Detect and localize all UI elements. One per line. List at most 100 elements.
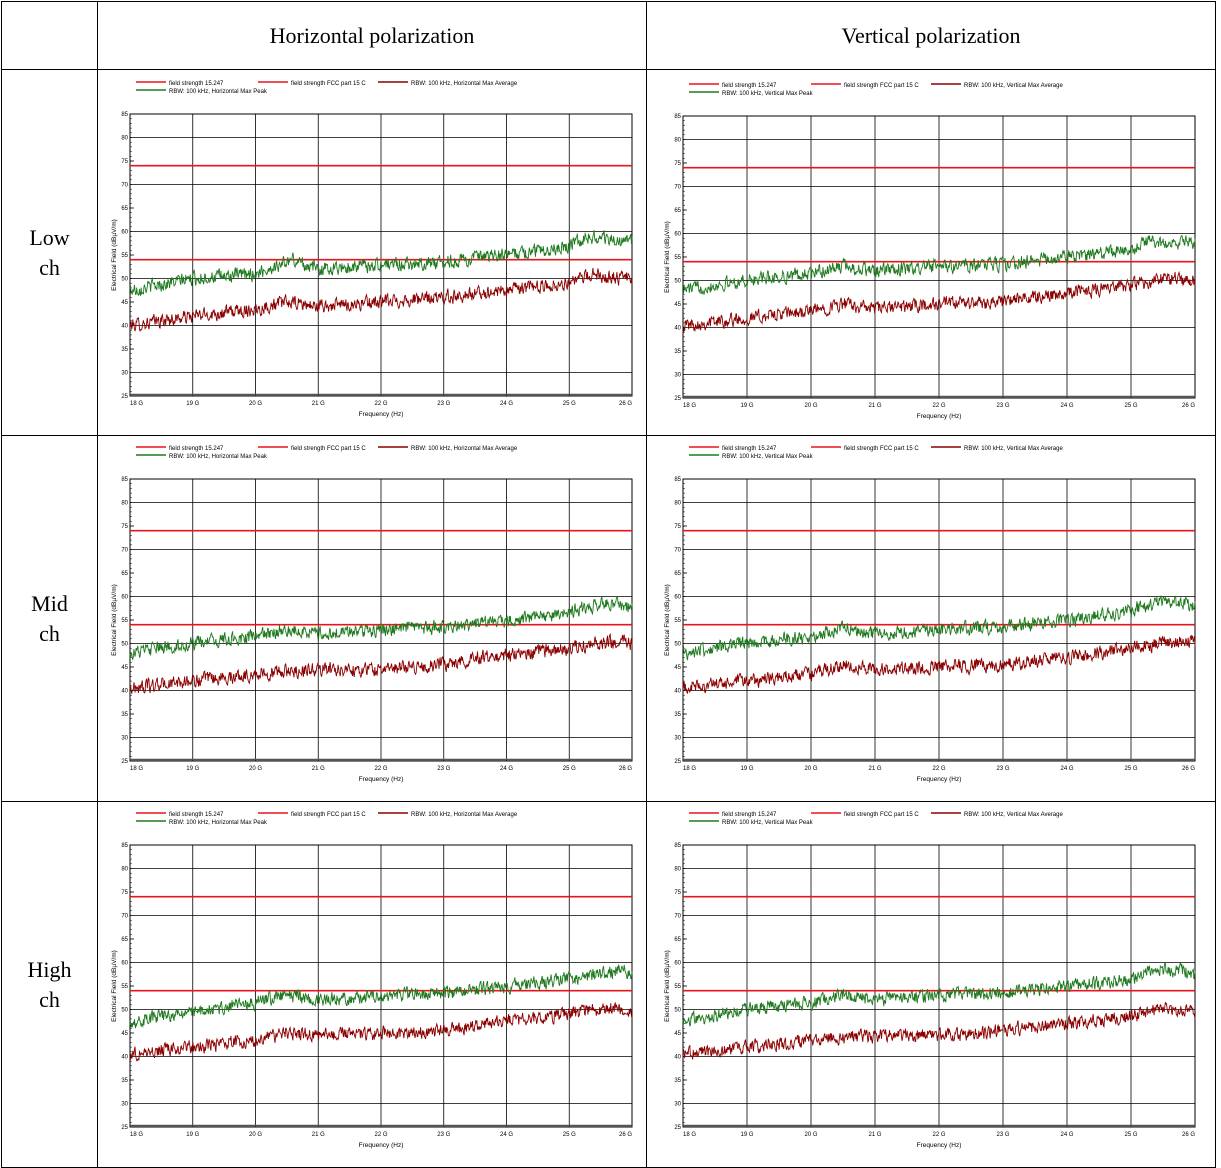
legend-label: field strength FCC part 15 C [844, 446, 919, 452]
legend-label: field strength 15.247 [169, 446, 224, 452]
y-tick-label: 70 [674, 185, 681, 191]
header-vertical: Vertical polarization [646, 1, 1216, 70]
y-tick-label: 50 [674, 279, 681, 285]
y-tick-label: 85 [674, 477, 681, 483]
y-tick-label: 35 [674, 1078, 681, 1084]
x-axis: 18 G 19 G 20 G 21 G 22 G 23 G 24 G 25 G 26 G [130, 845, 632, 1138]
legend: field strength 15.247 field strength FCC … [689, 83, 1063, 97]
legend: field strength 15.247 field strength FCC … [136, 81, 518, 95]
x-tick-label: 24 G [1060, 1132, 1073, 1138]
row-label-mid-line2: ch [39, 620, 60, 646]
legend-label: field strength FCC part 15 C [291, 812, 366, 818]
x-tick-label: 23 G [437, 766, 450, 772]
y-tick-label: 45 [121, 665, 128, 671]
row-label-mid: Mid ch [1, 435, 98, 802]
y-tick-label: 30 [121, 371, 128, 377]
y-tick-label: 60 [674, 232, 681, 238]
y-axis-title: Electrical Field (dBµV/m) [111, 950, 118, 1022]
x-tick-label: 25 G [563, 401, 576, 407]
y-tick-label: 75 [121, 524, 128, 530]
y-tick-label: 40 [674, 689, 681, 695]
legend-label: RBW: 100 kHz, Horizontal Max Average [411, 81, 518, 87]
x-tick-label: 20 G [804, 1132, 817, 1138]
x-tick-label: 18 G [683, 403, 696, 409]
x-axis-title: Frequency (Hz) [917, 1142, 962, 1149]
y-tick-label: 80 [121, 867, 128, 873]
y-tick-label: 35 [121, 347, 128, 353]
x-tick-label: 23 G [996, 766, 1009, 772]
chart-low-vertical: field strength 15.247 field strength FCC … [664, 83, 1196, 420]
y-tick-label: 65 [674, 571, 681, 577]
x-tick-label: 22 G [932, 403, 945, 409]
x-tick-label: 24 G [500, 766, 513, 772]
series-max-peak [682, 235, 1196, 296]
x-tick-label: 19 G [740, 766, 753, 772]
row-high: High ch field strength 15.247 field stren… [1, 801, 1216, 1168]
x-tick-label: 25 G [1124, 403, 1137, 409]
y-tick-label: 45 [674, 302, 681, 308]
x-tick-label: 25 G [563, 766, 576, 772]
y-tick-label: 30 [674, 373, 681, 379]
x-tick-label: 22 G [374, 401, 387, 407]
y-tick-label: 25 [121, 394, 128, 400]
y-tick-label: 65 [674, 208, 681, 214]
row-mid: Mid ch field strength 15.247 field streng… [1, 435, 1216, 802]
row-label-high-line1: High [27, 956, 72, 982]
y-tick-label: 50 [121, 642, 128, 648]
header-horizontal: Horizontal polarization [97, 1, 647, 70]
y-tick-label: 60 [121, 230, 128, 236]
x-tick-label: 22 G [932, 766, 945, 772]
chart-mid-horizontal: field strength 15.247 field strength FCC … [111, 446, 633, 783]
y-tick-label: 70 [121, 183, 128, 189]
series-max-average [682, 634, 1196, 695]
x-tick-label: 25 G [1124, 766, 1137, 772]
x-tick-label: 26 G [619, 1132, 632, 1138]
legend-label: RBW: 100 kHz, Vertical Max Average [964, 812, 1063, 818]
x-tick-label: 24 G [500, 1132, 513, 1138]
x-tick-label: 22 G [932, 1132, 945, 1138]
y-tick-label: 50 [121, 1008, 128, 1014]
legend-label: field strength 15.247 [722, 812, 777, 818]
y-tick-label: 40 [121, 324, 128, 330]
y-tick-label: 55 [674, 984, 681, 990]
legend-label: RBW: 100 kHz, Vertical Max Peak [722, 91, 814, 97]
header-row: Horizontal polarization Vertical polariz… [1, 1, 1216, 70]
x-tick-label: 19 G [740, 1132, 753, 1138]
y-tick-label: 70 [674, 548, 681, 554]
x-axis-title: Frequency (Hz) [359, 1142, 404, 1149]
y-tick-label: 85 [674, 843, 681, 849]
y-tick-label: 30 [121, 1102, 128, 1108]
cell-mid-horizontal: field strength 15.247 field strength FCC … [97, 435, 647, 802]
row-label-mid-line1: Mid [31, 590, 68, 616]
legend-label: field strength 15.247 [722, 446, 777, 452]
y-tick-label: 80 [121, 136, 128, 142]
x-tick-label: 26 G [1182, 1132, 1195, 1138]
x-tick-label: 19 G [186, 766, 199, 772]
x-tick-label: 19 G [186, 1132, 199, 1138]
y-tick-label: 45 [121, 300, 128, 306]
legend: field strength 15.247 field strength FCC … [136, 446, 518, 460]
x-axis: 18 G 19 G 20 G 21 G 22 G 23 G 24 G 25 G 26 G [683, 845, 1195, 1138]
row-label-low-line1: Low [29, 224, 70, 250]
x-tick-label: 23 G [437, 1132, 450, 1138]
x-axis: 18 G 19 G 20 G 21 G 22 G 23 G 24 G 25 G 26 G [130, 114, 632, 407]
x-tick-label: 20 G [249, 1132, 262, 1138]
x-tick-label: 21 G [312, 766, 325, 772]
y-tick-label: 25 [674, 396, 681, 402]
legend-label: field strength FCC part 15 C [844, 83, 919, 89]
y-tick-label: 40 [121, 1055, 128, 1061]
x-axis-title: Frequency (Hz) [359, 411, 404, 418]
x-tick-label: 22 G [374, 1132, 387, 1138]
y-tick-label: 25 [674, 759, 681, 765]
legend-label: RBW: 100 kHz, Vertical Max Peak [722, 820, 814, 826]
x-tick-label: 23 G [437, 401, 450, 407]
series-max-peak [682, 594, 1196, 661]
y-tick-label: 50 [674, 642, 681, 648]
series-max-peak [129, 230, 633, 297]
y-tick-label: 85 [121, 843, 128, 849]
y-tick-label: 65 [121, 206, 128, 212]
row-label-low: Low ch [1, 69, 98, 436]
cell-low-vertical: field strength 15.247 field strength FCC … [646, 69, 1216, 436]
legend-label: field strength 15.247 [722, 83, 777, 89]
